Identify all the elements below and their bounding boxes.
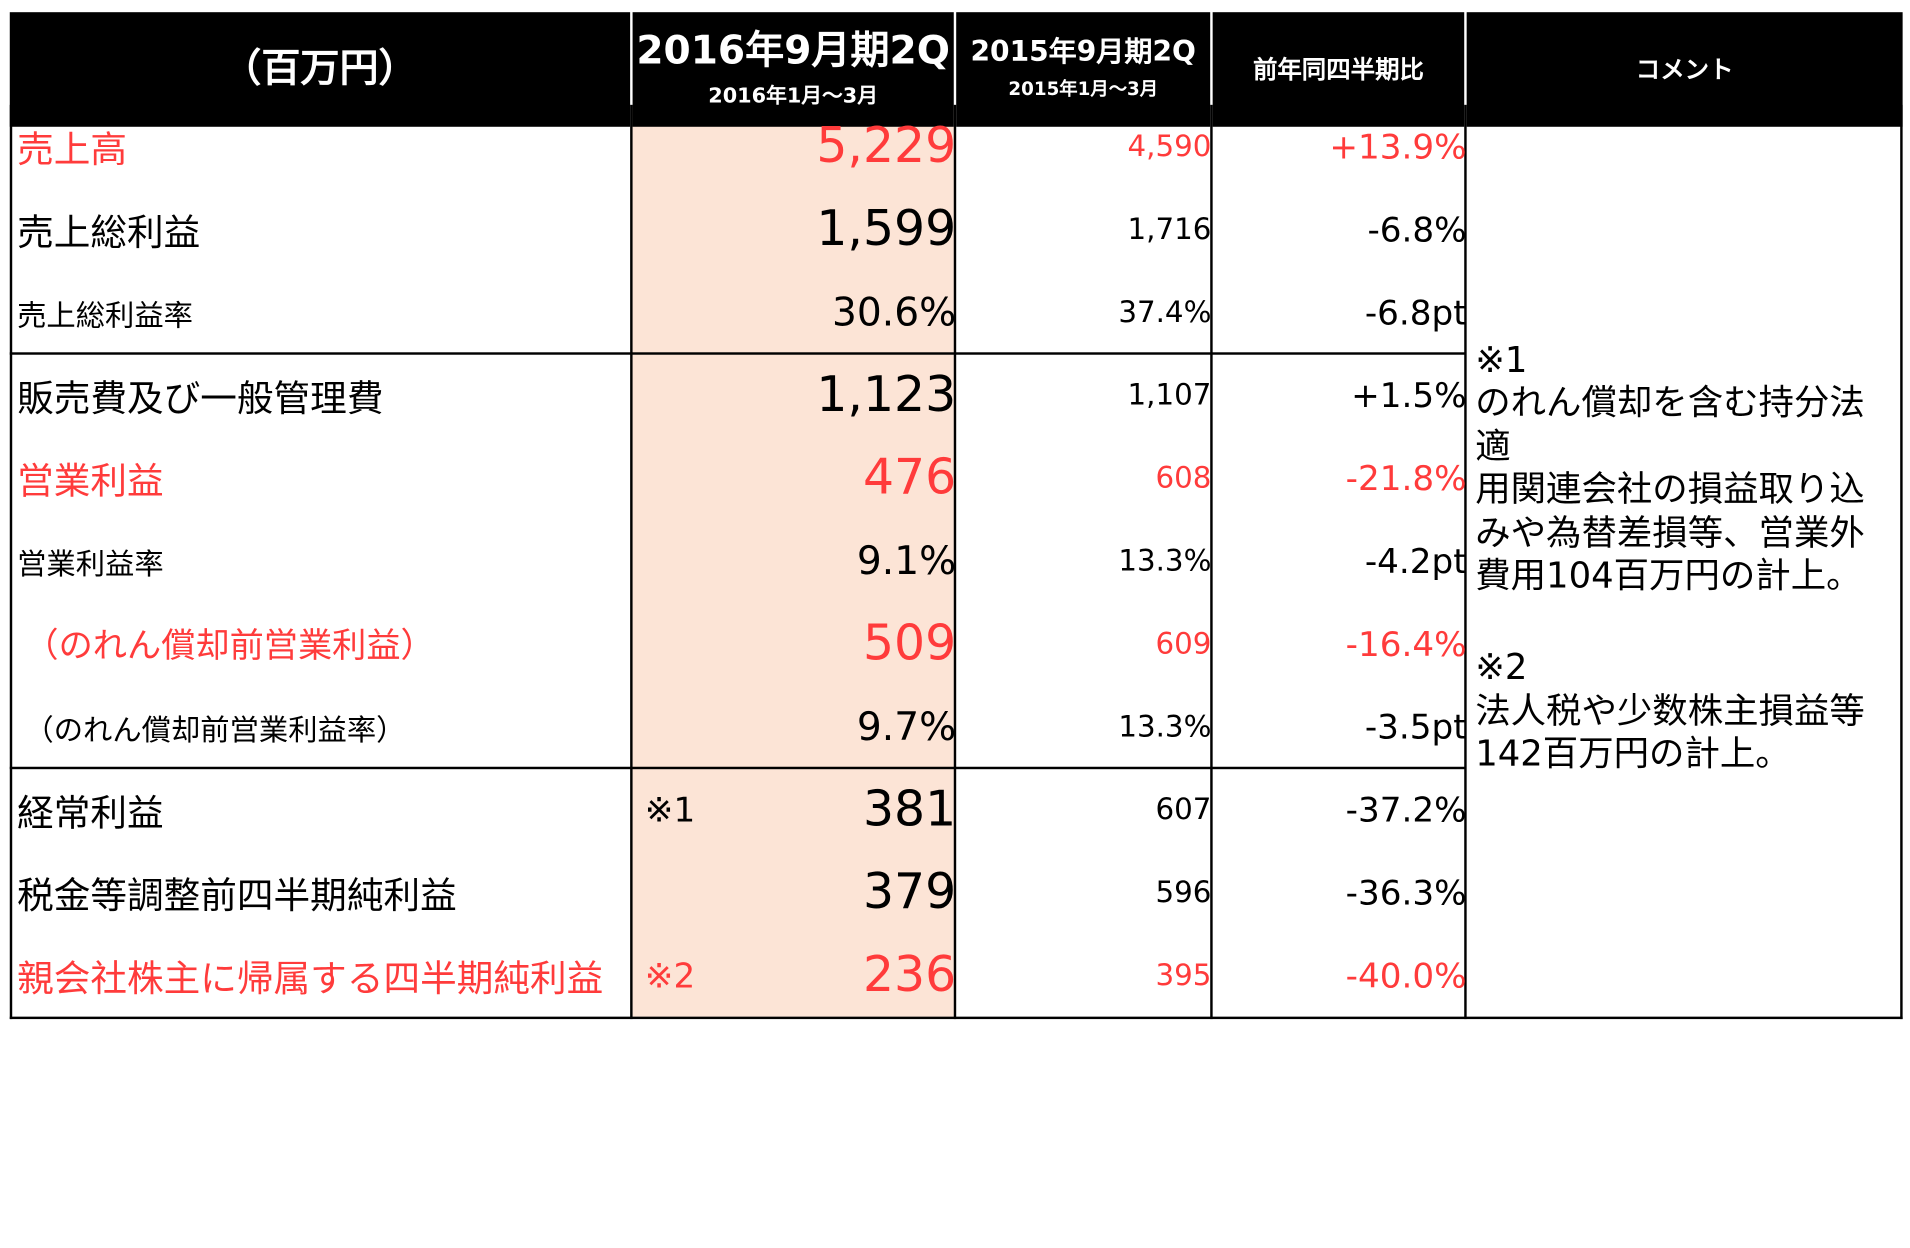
yoy-value: -40.0% xyxy=(1345,955,1467,996)
current-value: 381 xyxy=(862,781,957,838)
table-row: 販売費及び一般管理費 1,123 1,107 +1.5% xyxy=(10,354,1467,437)
yoy-value: -3.5pt xyxy=(1364,706,1467,747)
yoy-value: -37.2% xyxy=(1345,789,1467,830)
note2-line: 142百万円の計上。 xyxy=(1475,732,1791,775)
table-row: 営業利益率 9.1% 13.3% -4.2pt xyxy=(10,519,1467,602)
yoy-value: +1.5% xyxy=(1351,374,1467,416)
table-row: 売上総利益 1,599 1,716 -6.8% xyxy=(10,188,1467,271)
note1-line: 費用104百万円の計上。 xyxy=(1475,554,1862,596)
row-label: （のれん償却前営業利益率） xyxy=(24,712,406,747)
note1-line: 用関連会社の損益取り込 xyxy=(1475,468,1865,510)
table-row: （のれん償却前営業利益率） 9.7% 13.3% -3.5pt xyxy=(10,685,1466,768)
row-label: 税金等調整前四半期純利益 xyxy=(17,875,457,918)
table-border-bottom xyxy=(9,1016,1903,1020)
header-previous-period: 2015年9月期2Q 2015年1月～3月 xyxy=(956,12,1211,127)
previous-value: 395 xyxy=(1155,958,1212,993)
table-row: 売上高 5,229 4,590 +13.9% xyxy=(10,105,1467,188)
group-divider-1 xyxy=(9,352,1466,355)
note1-mark: ※1 xyxy=(1475,338,1528,381)
row-label: 経常利益 xyxy=(17,792,164,836)
previous-value: 609 xyxy=(1155,626,1212,661)
table-row: 営業利益 476 608 -21.8% xyxy=(10,436,1467,519)
previous-value: 13.3% xyxy=(1118,543,1212,578)
row-label: 売上高 xyxy=(17,129,128,172)
unit-label: （百万円） xyxy=(222,45,418,92)
note1-line: みや為替差損等、営業外 xyxy=(1475,511,1865,553)
note-mark: ※2 xyxy=(644,955,696,996)
row-label: 営業利益率 xyxy=(17,546,164,581)
previous-value: 13.3% xyxy=(1118,709,1212,744)
yoy-value: +13.9% xyxy=(1329,126,1467,167)
previous-period-title: 2015年9月期2Q xyxy=(970,37,1196,69)
header-yoy: 前年同四半期比 xyxy=(1212,12,1465,127)
current-value: 9.7% xyxy=(856,703,957,750)
previous-value: 37.4% xyxy=(1118,294,1212,330)
previous-value: 596 xyxy=(1155,875,1212,910)
current-value: 379 xyxy=(862,864,957,921)
header-unit: （百万円） xyxy=(9,12,631,127)
header-current-period: 2016年9月期2Q 2016年1月～3月 xyxy=(632,12,954,127)
current-value: 236 xyxy=(862,947,957,1004)
current-value: 509 xyxy=(862,615,957,672)
row-label: 売上総利益率 xyxy=(17,298,193,333)
current-value: 9.1% xyxy=(856,537,957,584)
yoy-value: -16.4% xyxy=(1345,623,1467,664)
previous-period-range: 2015年1月～3月 xyxy=(1008,77,1159,100)
table-border-col4 xyxy=(1464,104,1467,1020)
yoy-value: -21.8% xyxy=(1345,457,1467,498)
row-label: 親会社株主に帰属する四半期純利益 xyxy=(17,958,604,1001)
table-row: 親会社株主に帰属する四半期純利益 ※2 236 395 -40.0% xyxy=(10,934,1467,1017)
current-value: 1,599 xyxy=(816,201,957,258)
row-label: 販売費及び一般管理費 xyxy=(17,377,384,421)
table-border-col3 xyxy=(1210,104,1213,1020)
current-period-range: 2016年1月～3月 xyxy=(708,84,879,109)
note1-line: のれん償却を含む持分法適 xyxy=(1475,382,1865,467)
yoy-value: -36.3% xyxy=(1345,872,1467,913)
comment-notes: ※1 のれん償却を含む持分法適 用関連会社の損益取り込 みや為替差損等、営業外 … xyxy=(1475,339,1896,776)
yoy-value: -4.2pt xyxy=(1364,540,1467,581)
row-label: 売上総利益 xyxy=(17,212,201,255)
previous-value: 1,716 xyxy=(1127,212,1212,247)
previous-value: 607 xyxy=(1155,792,1212,827)
current-period-column-shading xyxy=(632,104,954,1017)
table-row: 税金等調整前四半期純利益 379 596 -36.3% xyxy=(10,851,1467,934)
group-divider-2 xyxy=(9,766,1466,770)
yoy-value: -6.8% xyxy=(1367,209,1467,250)
note-spacer xyxy=(1475,598,1896,647)
header-comment: コメント xyxy=(1466,12,1903,127)
yoy-value: -6.8pt xyxy=(1364,291,1467,333)
row-label: （のれん償却前営業利益） xyxy=(24,625,435,666)
note2-mark: ※2 xyxy=(1475,646,1528,688)
table-border-right xyxy=(1900,104,1903,1020)
current-period-title: 2016年9月期2Q xyxy=(636,26,950,73)
previous-value: 608 xyxy=(1155,460,1212,495)
previous-value: 4,590 xyxy=(1127,129,1212,164)
table-row: 売上総利益率 30.6% 37.4% -6.8pt xyxy=(10,271,1467,354)
table-row: （のれん償却前営業利益） 509 609 -16.4% xyxy=(10,602,1466,685)
yoy-title: 前年同四半期比 xyxy=(1252,54,1424,84)
current-value: 5,229 xyxy=(816,118,957,175)
current-value: 1,123 xyxy=(816,366,957,423)
comment-title: コメント xyxy=(1635,54,1734,84)
previous-value: 1,107 xyxy=(1127,377,1212,413)
table-row: 経常利益 ※1 381 607 -37.2% xyxy=(10,768,1467,851)
table-border-col1 xyxy=(630,104,633,1020)
table-border-left xyxy=(9,104,13,1020)
row-label: 営業利益 xyxy=(17,460,164,504)
current-value: 30.6% xyxy=(832,288,957,336)
note-mark: ※1 xyxy=(644,789,696,830)
table-border-col2 xyxy=(953,104,957,1020)
note2-line: 法人税や少数株主損益等 xyxy=(1475,689,1865,731)
current-value: 476 xyxy=(862,449,957,506)
